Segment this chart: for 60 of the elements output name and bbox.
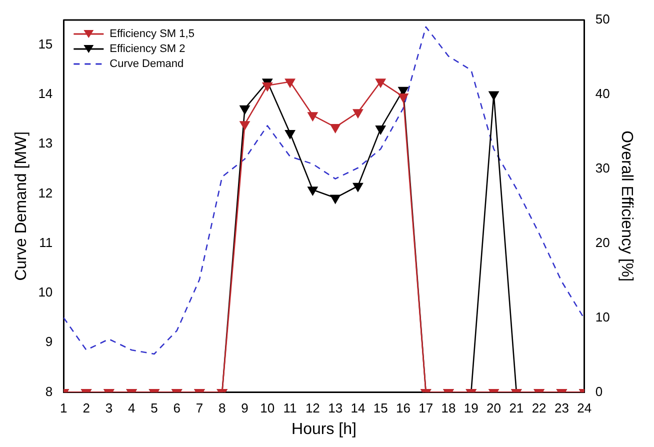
line-series: [64, 26, 584, 355]
y-tick-label: 14: [38, 86, 53, 102]
y-tick-label: 12: [38, 185, 53, 200]
x-tick-label: 7: [196, 400, 204, 416]
x-tick-label: 1: [60, 400, 68, 416]
y2-tick-label: 0: [595, 384, 603, 399]
x-tick-label: 16: [396, 400, 410, 416]
x-tick-label: 21: [509, 400, 524, 416]
y2-axis-title: Overall Efficiency [%]: [618, 130, 635, 282]
point: [240, 121, 250, 130]
x-tick-label: 20: [486, 400, 502, 416]
x-tick-label: 3: [105, 400, 113, 416]
x-tick-label: 19: [464, 400, 478, 416]
y2-tick-label: 40: [595, 86, 610, 102]
x-tick-label: 2: [82, 400, 90, 416]
point: [285, 78, 296, 88]
point: [262, 82, 272, 92]
y2-tick-label: 20: [595, 234, 610, 250]
legend-label: Efficiency SM 2: [110, 43, 186, 56]
y2-tick-label: 30: [595, 160, 610, 176]
point: [285, 130, 296, 139]
point: [240, 105, 250, 114]
x-tick-label: 12: [305, 400, 320, 416]
x-tick-label: 24: [577, 400, 592, 416]
point: [308, 112, 318, 121]
point: [352, 182, 363, 192]
x-tick-label: 6: [173, 400, 180, 416]
x-tick-label: 23: [554, 400, 569, 416]
point: [376, 126, 386, 134]
x-tick-label: 4: [128, 400, 136, 416]
y-axis-title: Curve Demand [MW]: [13, 131, 30, 281]
y-tick-label: 13: [38, 136, 53, 151]
y-tick-label: 8: [45, 384, 53, 399]
x-tick-label: 9: [241, 400, 248, 416]
y-tick-label: 15: [38, 36, 53, 52]
x-tick-label: 14: [350, 400, 366, 416]
point: [352, 109, 363, 118]
y-tick-label: 9: [45, 334, 53, 350]
y-tick-label: 10: [38, 284, 53, 300]
legend-label: Efficiency SM 1,5: [110, 28, 194, 40]
x-tick-label: 5: [150, 400, 158, 416]
x-tick-label: 22: [532, 400, 546, 416]
point: [488, 91, 499, 100]
point: [330, 194, 340, 204]
point: [330, 124, 340, 133]
y2-tick-label: 50: [595, 12, 610, 27]
y2-tick-label: 10: [595, 309, 610, 324]
x-tick-label: 8: [218, 400, 226, 416]
point: [376, 78, 386, 88]
x-axis-title: Hours [h]: [292, 420, 356, 438]
x-tick-label: 15: [373, 400, 388, 416]
x-tick-label: 13: [328, 400, 343, 416]
y-tick-label: 11: [39, 234, 53, 250]
legend-label: Curve Demand: [110, 58, 184, 70]
x-tick-label: 17: [418, 400, 434, 416]
x-tick-label: 11: [283, 400, 297, 416]
x-tick-label: 18: [441, 400, 456, 416]
point: [398, 94, 408, 102]
x-tick-label: 10: [260, 400, 275, 416]
point: [308, 186, 318, 196]
